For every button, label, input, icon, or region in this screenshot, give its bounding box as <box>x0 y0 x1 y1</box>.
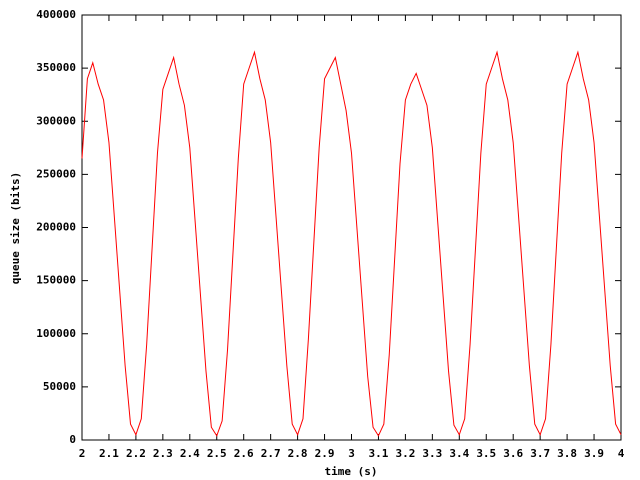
plot-border <box>81 14 622 441</box>
y-tick-label: 300000 <box>36 114 76 127</box>
y-axis-label: queue size (bits) <box>9 172 22 285</box>
x-tick-label: 4 <box>618 447 625 460</box>
x-tick-label: 3.2 <box>395 447 415 460</box>
data-line <box>81 50 622 437</box>
y-tick-label: 50000 <box>43 380 76 393</box>
y-tick-label: 0 <box>69 433 76 446</box>
x-tick-label: 2.8 <box>288 447 308 460</box>
y-tick-label: 150000 <box>36 274 76 287</box>
x-tick-label: 3.1 <box>369 447 389 460</box>
y-tick-label: 250000 <box>36 167 76 180</box>
y-tick-label: 350000 <box>36 61 76 74</box>
x-tick-label: 2.5 <box>207 447 227 460</box>
x-tick-label: 2.7 <box>261 447 281 460</box>
x-tick-label: 2.2 <box>126 447 146 460</box>
x-tick-label: 3.9 <box>584 447 604 460</box>
x-tick-label: 2.1 <box>99 447 119 460</box>
x-tick-label: 2.3 <box>153 447 173 460</box>
x-tick-label: 3.8 <box>557 447 577 460</box>
x-tick-label: 3 <box>348 447 355 460</box>
x-tick-label: 3.3 <box>422 447 442 460</box>
x-axis-label: time (s) <box>325 465 378 478</box>
x-tick-label: 3.6 <box>503 447 523 460</box>
y-tick-label: 200000 <box>36 221 76 234</box>
x-tick-label: 3.4 <box>449 447 469 460</box>
x-tick-label: 2 <box>79 447 86 460</box>
x-tick-label: 2.4 <box>180 447 200 460</box>
y-tick-label: 400000 <box>36 8 76 21</box>
x-tick-label: 3.5 <box>476 447 496 460</box>
y-tick-label: 100000 <box>36 327 76 340</box>
x-tick-label: 2.9 <box>315 447 335 460</box>
x-tick-label: 3.7 <box>530 447 550 460</box>
x-tick-label: 2.6 <box>234 447 254 460</box>
